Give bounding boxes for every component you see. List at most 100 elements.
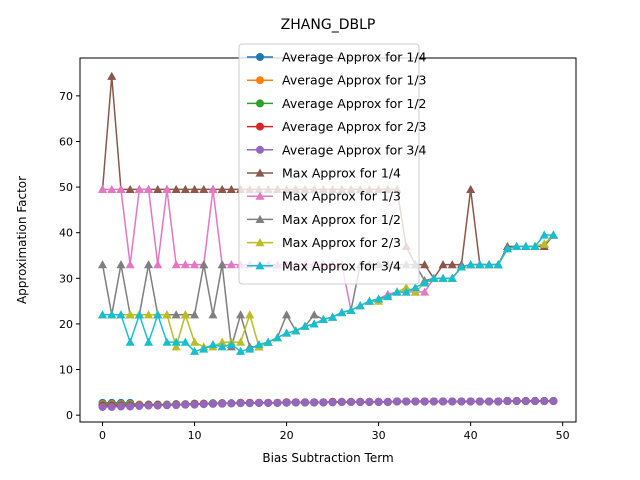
data-point (282, 398, 291, 407)
data-point (236, 337, 246, 346)
legend-marker (256, 53, 264, 61)
data-point (531, 397, 540, 406)
data-point (98, 402, 107, 411)
data-point (181, 400, 190, 409)
y-axis-label: Approximation Factor (15, 176, 29, 304)
legend-entry: Max Approx for 1/2 (247, 212, 401, 227)
data-point (208, 339, 218, 349)
x-axis: 0 10 20 30 40 50 (99, 422, 570, 442)
y-tick-label: 0 (66, 409, 73, 422)
data-point (190, 400, 199, 409)
legend-label: Max Approx for 1/2 (282, 212, 401, 227)
data-point (337, 397, 346, 406)
data-point (447, 273, 457, 282)
data-point (171, 260, 181, 269)
data-point (190, 260, 200, 269)
legend-entry: Average Approx for 3/4 (247, 142, 427, 157)
data-point (401, 287, 411, 296)
data-point (447, 260, 457, 269)
data-point (328, 398, 337, 407)
data-point (217, 184, 227, 193)
data-point (107, 310, 117, 319)
data-point (116, 260, 126, 269)
data-point (457, 397, 466, 406)
legend-entry: Max Approx for 1/3 (247, 189, 401, 204)
legend-label: Max Approx for 3/4 (282, 258, 401, 273)
data-point (107, 402, 116, 411)
data-point (420, 397, 429, 406)
data-point (466, 184, 476, 193)
data-point (116, 402, 125, 411)
data-point (98, 184, 108, 193)
data-point (218, 399, 227, 408)
data-point (337, 308, 347, 317)
legend-marker (255, 191, 265, 200)
data-point (364, 296, 374, 305)
data-point (392, 287, 402, 296)
y-tick-label: 50 (59, 181, 73, 194)
legend-marker (256, 76, 264, 85)
data-point (282, 328, 292, 337)
data-point (180, 310, 190, 319)
data-point (236, 346, 246, 355)
legend-box (238, 43, 420, 285)
data-point (245, 399, 254, 408)
data-point (448, 397, 457, 406)
data-point (98, 260, 108, 269)
data-point (162, 310, 172, 319)
data-point (144, 184, 154, 193)
data-point (466, 397, 475, 406)
data-point (383, 292, 393, 301)
data-point (300, 321, 310, 330)
data-point (125, 184, 135, 193)
x-tick-label: 0 (99, 429, 106, 442)
legend-label: Max Approx for 2/3 (282, 235, 401, 250)
data-point (273, 398, 282, 407)
data-point (116, 310, 126, 319)
y-tick-label: 20 (59, 318, 73, 331)
data-point (502, 244, 512, 253)
data-point (493, 260, 503, 269)
data-point (125, 337, 135, 346)
data-point (503, 397, 512, 406)
legend-label: Max Approx for 1/4 (282, 166, 401, 181)
data-point (199, 344, 209, 353)
data-point (410, 282, 420, 292)
legend-label: Average Approx for 3/4 (282, 142, 427, 157)
legend-entry: Max Approx for 1/4 (247, 166, 401, 181)
data-point (438, 260, 448, 269)
data-point (439, 397, 448, 406)
data-point (309, 319, 319, 328)
data-point (236, 310, 246, 319)
data-point (309, 310, 319, 319)
chart-title: ZHANG_DBLP (281, 17, 376, 33)
x-tick-label: 20 (280, 429, 294, 442)
x-axis-label: Bias Subtraction Term (262, 451, 393, 465)
data-point (144, 401, 153, 410)
y-tick-label: 10 (59, 364, 73, 377)
data-point (227, 399, 236, 408)
data-point (291, 326, 301, 335)
y-axis: 0 10 20 30 40 50 60 70 (59, 90, 80, 422)
data-point (420, 287, 430, 296)
data-point (291, 398, 300, 407)
data-point (346, 305, 356, 314)
x-tick-label: 10 (188, 429, 202, 442)
legend-label: Average Approx for 1/4 (282, 50, 427, 65)
legend-label: Average Approx for 1/2 (282, 96, 427, 111)
legend-entry: Average Approx for 2/3 (247, 119, 427, 134)
data-point (144, 260, 154, 269)
data-point (254, 339, 264, 349)
data-point (475, 260, 485, 269)
legend-entry: Average Approx for 1/4 (247, 50, 427, 65)
data-point (549, 397, 558, 406)
data-point (135, 402, 144, 411)
data-point (494, 397, 503, 406)
data-point (456, 262, 466, 271)
data-point (485, 397, 494, 406)
data-point (530, 241, 540, 250)
data-point (171, 342, 181, 351)
data-point (393, 397, 402, 406)
data-point (374, 294, 384, 303)
x-tick-label: 50 (556, 429, 570, 442)
